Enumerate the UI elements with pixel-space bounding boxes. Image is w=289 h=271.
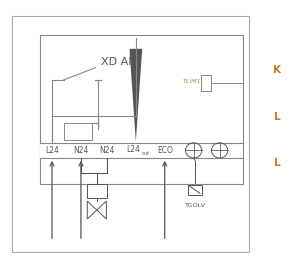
Bar (201, 75, 211, 91)
Text: L24: L24 (45, 146, 59, 155)
Text: N24: N24 (99, 146, 115, 155)
Text: K: K (273, 66, 281, 75)
Bar (40, 35, 243, 184)
Bar (188, 185, 202, 195)
Text: ECO: ECO (157, 146, 173, 155)
Text: L: L (274, 158, 281, 167)
Polygon shape (129, 49, 142, 141)
Text: L: L (274, 112, 281, 121)
Bar (12, 16, 249, 252)
Bar (64, 122, 92, 140)
Text: XD AF: XD AF (101, 57, 134, 67)
Text: TLIM1: TLIM1 (183, 79, 202, 84)
Text: TGOLV: TGOLV (185, 203, 205, 208)
Bar (40, 143, 243, 158)
Text: N24: N24 (73, 146, 89, 155)
Text: L24: L24 (126, 144, 140, 154)
Text: out: out (142, 151, 150, 156)
Bar (87, 184, 107, 198)
